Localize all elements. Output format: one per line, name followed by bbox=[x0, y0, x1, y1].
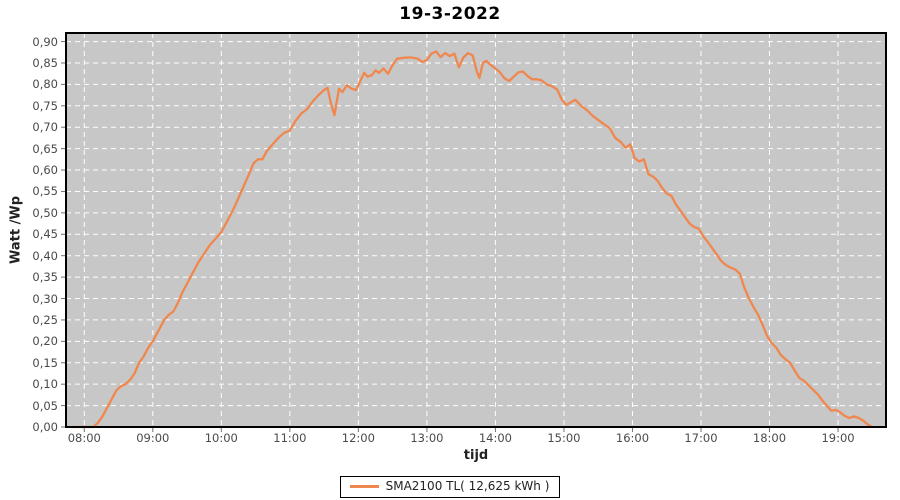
y-tick-label: 0,85 bbox=[32, 55, 58, 70]
y-tick-label: 0,10 bbox=[32, 377, 58, 392]
y-tick-label: 0,20 bbox=[32, 334, 58, 349]
y-tick-label: 0,90 bbox=[32, 34, 58, 49]
y-tick-label: 0,05 bbox=[32, 398, 58, 413]
y-tick-label: 0,00 bbox=[32, 420, 58, 434]
x-tick-label: 08:00 bbox=[67, 431, 101, 445]
x-tick-label: 19:00 bbox=[821, 431, 855, 445]
series-line bbox=[71, 50, 873, 429]
y-tick-label: 0,30 bbox=[32, 291, 58, 306]
plot-border bbox=[65, 32, 887, 428]
x-tick-label: 18:00 bbox=[752, 431, 787, 445]
legend-line-swatch bbox=[349, 485, 379, 488]
legend-box: SMA2100 TL( 12,625 kWh ) bbox=[339, 476, 561, 498]
y-tick-label: 0,35 bbox=[32, 270, 58, 285]
y-tick-label: 0,65 bbox=[32, 141, 58, 156]
x-axis-title: tijd bbox=[463, 448, 489, 463]
y-tick-label: 0,70 bbox=[32, 120, 58, 135]
y-tick-label: 0,15 bbox=[32, 355, 58, 370]
y-tick-label: 0,40 bbox=[32, 248, 58, 263]
y-tick-label: 0,25 bbox=[32, 312, 58, 327]
y-axis-title: Watt /Wp bbox=[8, 196, 24, 264]
x-tick-label: 12:00 bbox=[341, 431, 375, 445]
y-tick-label: 0,50 bbox=[32, 205, 58, 220]
y-tick-label: 0,60 bbox=[32, 163, 58, 178]
y-tick-label: 0,45 bbox=[32, 227, 58, 242]
y-tick-label: 0,75 bbox=[32, 98, 58, 113]
x-tick-label: 14:00 bbox=[478, 431, 512, 445]
legend-label: SMA2100 TL( 12,625 kWh ) bbox=[385, 479, 550, 493]
x-tick-label: 11:00 bbox=[273, 431, 307, 445]
y-tick-label: 0,55 bbox=[32, 184, 58, 199]
chart-title: 19-3-2022 bbox=[399, 4, 501, 24]
legend: SMA2100 TL( 12,625 kWh ) bbox=[0, 476, 900, 498]
x-tick-label: 10:00 bbox=[204, 431, 238, 445]
x-tick-label: 09:00 bbox=[136, 431, 170, 445]
x-tick-label: 13:00 bbox=[410, 431, 444, 445]
x-tick-label: 16:00 bbox=[615, 431, 650, 445]
plot-background bbox=[66, 33, 886, 427]
y-tick-label: 0,80 bbox=[32, 77, 58, 92]
x-tick-label: 17:00 bbox=[684, 431, 718, 445]
x-tick-label: 15:00 bbox=[547, 431, 581, 445]
